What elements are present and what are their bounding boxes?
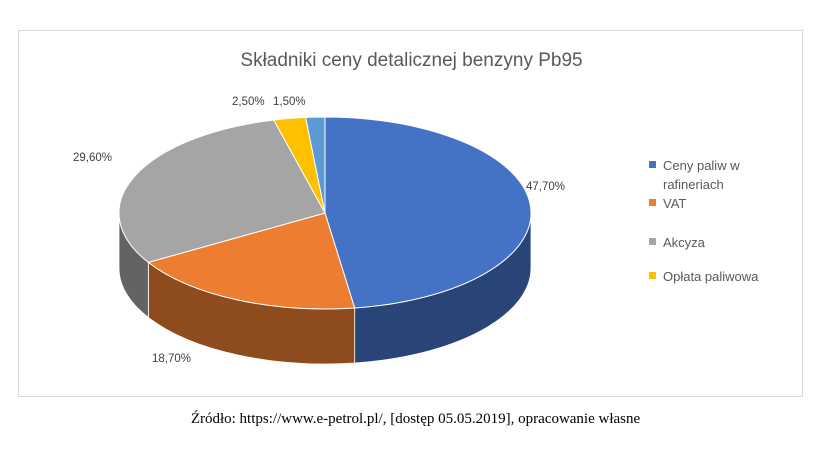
pie-slice-ceny-paliw-w-rafineriach	[324, 116, 532, 309]
legend: Ceny paliw w rafineriach VAT Akcyza Opła…	[649, 156, 799, 290]
legend-swatch	[649, 238, 656, 245]
source-caption: Źródło: https://www.e-petrol.pl/, [dostę…	[190, 411, 641, 427]
data-label-refinery: 47,70%	[526, 181, 566, 193]
legend-label: Ceny paliw w rafineriach	[663, 158, 740, 192]
data-label-vat: 18,70%	[152, 353, 192, 365]
legend-label: VAT	[663, 196, 687, 211]
legend-swatch	[649, 161, 656, 168]
legend-swatch	[649, 199, 656, 206]
legend-item-excise: Akcyza	[649, 233, 799, 252]
legend-item-vat: VAT	[649, 194, 799, 213]
pie-slice-vat	[147, 212, 356, 310]
pie-slice-akcyza	[118, 119, 326, 263]
data-label-excise: 29,60%	[73, 152, 113, 164]
pie-chart	[118, 116, 532, 365]
legend-swatch	[649, 272, 656, 279]
legend-label: Opłata paliwowa	[663, 269, 759, 284]
pie-slice-other	[305, 116, 326, 214]
data-label-fuel-fee: 2,50%	[232, 96, 265, 108]
legend-item-fuel-fee: Opłata paliwowa	[649, 267, 799, 286]
legend-item-refinery: Ceny paliw w rafineriach	[649, 156, 799, 194]
chart-title: Składniki ceny detalicznej benzyny Pb95	[240, 50, 583, 71]
data-label-other: 1,50%	[273, 96, 306, 108]
legend-label: Akcyza	[663, 235, 705, 250]
chart-frame: Składniki ceny detalicznej benzyny Pb95 …	[18, 30, 803, 397]
